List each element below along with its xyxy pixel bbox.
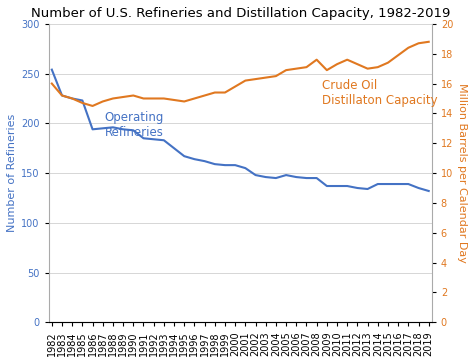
Title: Number of U.S. Refineries and Distillation Capacity, 1982-2019: Number of U.S. Refineries and Distillati… xyxy=(31,7,450,20)
Text: Crude Oil
Distillaton Capacity: Crude Oil Distillaton Capacity xyxy=(322,79,438,107)
Y-axis label: Million Barrels per Calendar Day: Million Barrels per Calendar Day xyxy=(457,83,467,263)
Text: Operating
Refineries: Operating Refineries xyxy=(105,111,164,139)
Y-axis label: Number of Refineries: Number of Refineries xyxy=(7,114,17,232)
